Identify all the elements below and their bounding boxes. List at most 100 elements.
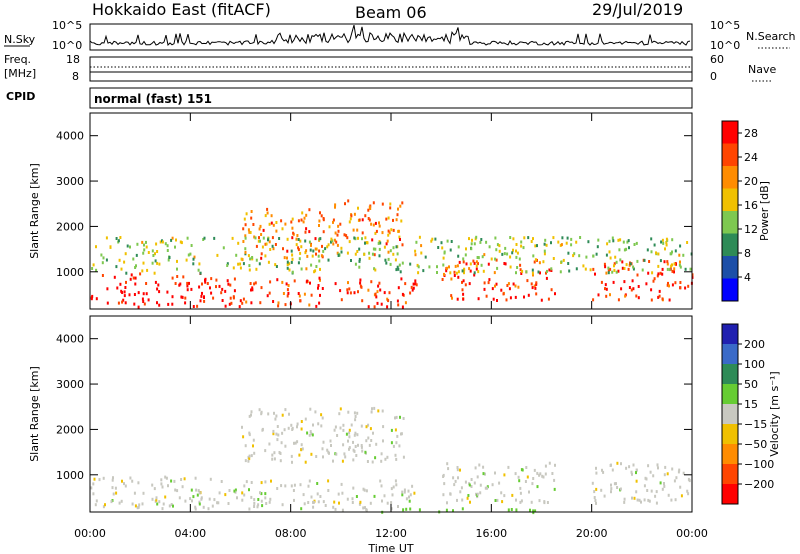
scatter-cell bbox=[686, 241, 689, 244]
x-tick-label: 12:00 bbox=[375, 527, 407, 540]
scatter-cell bbox=[327, 243, 330, 247]
scatter-cell bbox=[530, 500, 533, 504]
scatter-cell bbox=[190, 244, 193, 247]
scatter-cell bbox=[116, 286, 119, 290]
scatter-cell bbox=[541, 474, 544, 478]
scatter-cell bbox=[445, 508, 448, 512]
scatter-cell bbox=[346, 236, 349, 240]
scatter-cell bbox=[501, 500, 504, 504]
scatter-cell bbox=[548, 268, 551, 272]
scatter-cell bbox=[343, 452, 346, 456]
scatter-cell bbox=[503, 262, 506, 265]
scatter-cell bbox=[628, 465, 631, 469]
scatter-cell bbox=[152, 254, 155, 257]
scatter-cell bbox=[682, 471, 685, 475]
scatter-cell bbox=[304, 251, 307, 255]
scatter-cell bbox=[339, 289, 342, 293]
noise-left-tick-bottom: 10^0 bbox=[52, 39, 82, 52]
scatter-cell bbox=[174, 282, 177, 285]
scatter-cell bbox=[304, 230, 307, 234]
scatter-cell bbox=[120, 267, 123, 271]
scatter-cell bbox=[236, 496, 238, 500]
scatter-cell bbox=[481, 255, 484, 259]
scatter-cell bbox=[288, 412, 290, 416]
scatter-cell bbox=[281, 413, 284, 417]
scatter-cell bbox=[355, 454, 358, 457]
scatter-cell bbox=[641, 268, 644, 272]
scatter-cell bbox=[663, 260, 666, 264]
scatter-cell bbox=[189, 497, 192, 501]
scatter-cell bbox=[454, 264, 457, 268]
scatter-cell bbox=[286, 288, 289, 292]
scatter-cell bbox=[623, 267, 626, 270]
scatter-cell bbox=[488, 245, 491, 249]
colorbar-swatch bbox=[722, 278, 738, 301]
scatter-cell bbox=[248, 230, 251, 234]
scatter-cell bbox=[264, 254, 267, 258]
nave-tick-top: 60 bbox=[710, 53, 724, 66]
scatter-cell bbox=[339, 426, 342, 430]
scatter-cell bbox=[314, 237, 317, 241]
scatter-cell bbox=[130, 273, 133, 277]
scatter-cell bbox=[494, 499, 497, 502]
scatter-cell bbox=[643, 498, 646, 502]
colorbar-tick-label: −200 bbox=[744, 478, 774, 491]
scatter-cell bbox=[372, 247, 375, 251]
scatter-cell bbox=[398, 235, 401, 239]
scatter-cell bbox=[601, 468, 603, 472]
scatter-cell bbox=[473, 481, 476, 485]
colorbar-swatch bbox=[722, 211, 738, 234]
scatter-cell bbox=[517, 475, 520, 479]
scatter-cell bbox=[392, 228, 395, 232]
scatter-cell bbox=[520, 272, 523, 275]
scatter-cell bbox=[512, 282, 515, 286]
scatter-cell bbox=[443, 482, 446, 486]
scatter-cell bbox=[228, 302, 231, 306]
scatter-cell bbox=[607, 268, 610, 272]
scatter-cell bbox=[655, 490, 658, 494]
power-y-label: Slant Range [km] bbox=[28, 163, 41, 259]
scatter-cell bbox=[560, 243, 563, 247]
scatter-cell bbox=[441, 246, 444, 250]
time-x-axis: 00:00 04:00 08:00 12:00 16:00 20:00 00:00 bbox=[74, 113, 708, 540]
scatter-cell bbox=[209, 286, 211, 290]
scatter-cell bbox=[378, 224, 381, 228]
scatter-cell bbox=[186, 236, 189, 240]
scatter-cell bbox=[266, 207, 269, 211]
scatter-cell bbox=[450, 277, 453, 281]
scatter-cell bbox=[538, 473, 541, 477]
freq-panel: Freq. [MHz] 18 8 60 0 Nave bbox=[4, 53, 776, 83]
scatter-cell bbox=[118, 501, 121, 505]
scatter-cell bbox=[283, 256, 286, 260]
scatter-cell bbox=[395, 457, 398, 461]
scatter-cell bbox=[170, 479, 173, 483]
scatter-cell bbox=[487, 262, 490, 266]
scatter-cell bbox=[360, 444, 363, 447]
scatter-cell bbox=[147, 251, 150, 254]
scatter-cell bbox=[352, 486, 355, 490]
scatter-cell bbox=[392, 218, 394, 222]
scatter-cell bbox=[484, 472, 486, 476]
scatter-cell bbox=[299, 239, 302, 243]
scatter-cell bbox=[353, 433, 356, 437]
scatter-cell bbox=[604, 283, 607, 287]
scatter-cell bbox=[457, 254, 460, 258]
scatter-cell bbox=[582, 264, 585, 268]
scatter-cell bbox=[310, 432, 313, 436]
scatter-cell bbox=[279, 452, 282, 455]
scatter-cell bbox=[509, 265, 512, 269]
scatter-cell bbox=[678, 468, 681, 472]
scatter-cell bbox=[397, 286, 400, 290]
scatter-cell bbox=[602, 470, 605, 474]
scatter-cell bbox=[281, 280, 284, 284]
scatter-cell bbox=[515, 249, 517, 253]
scatter-cell bbox=[677, 470, 680, 474]
scatter-cell bbox=[610, 490, 612, 494]
scatter-cell bbox=[559, 243, 562, 247]
scatter-cell bbox=[553, 478, 556, 482]
scatter-cell bbox=[664, 247, 666, 251]
scatter-cell bbox=[105, 258, 108, 262]
scatter-cell bbox=[442, 263, 445, 267]
scatter-cell bbox=[675, 476, 678, 480]
scatter-cell bbox=[544, 238, 547, 242]
